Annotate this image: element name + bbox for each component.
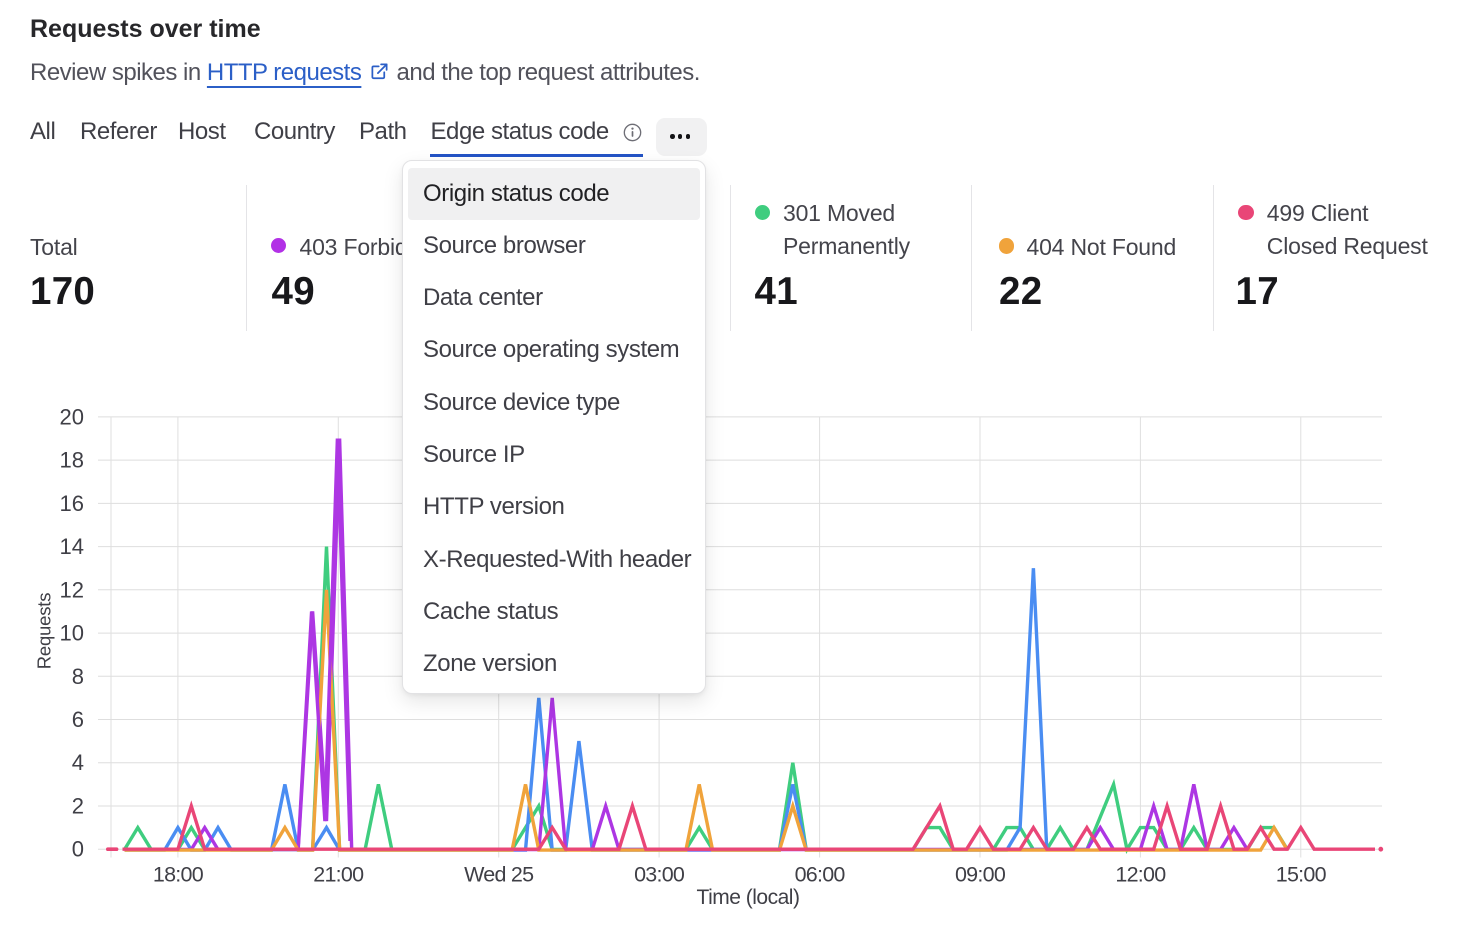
svg-text:20: 20 xyxy=(60,404,84,429)
svg-text:18: 18 xyxy=(60,448,84,473)
svg-text:16: 16 xyxy=(60,491,84,516)
svg-text:03:00: 03:00 xyxy=(634,863,685,887)
svg-text:12:00: 12:00 xyxy=(1115,863,1166,887)
svg-text:6: 6 xyxy=(72,707,84,732)
svg-text:2: 2 xyxy=(72,794,84,819)
svg-text:15:00: 15:00 xyxy=(1276,863,1327,887)
svg-text:8: 8 xyxy=(72,664,84,689)
svg-text:Wed 25: Wed 25 xyxy=(464,863,534,887)
svg-text:Time (local): Time (local) xyxy=(697,886,800,909)
svg-text:21:00: 21:00 xyxy=(313,863,364,887)
svg-text:18:00: 18:00 xyxy=(153,863,204,887)
svg-text:06:00: 06:00 xyxy=(795,863,846,887)
svg-text:10: 10 xyxy=(60,621,84,646)
svg-text:12: 12 xyxy=(60,577,84,602)
svg-text:0: 0 xyxy=(72,837,84,862)
svg-text:Requests: Requests xyxy=(34,593,55,670)
svg-text:14: 14 xyxy=(60,534,84,559)
svg-text:09:00: 09:00 xyxy=(955,863,1006,887)
svg-text:4: 4 xyxy=(72,750,84,775)
